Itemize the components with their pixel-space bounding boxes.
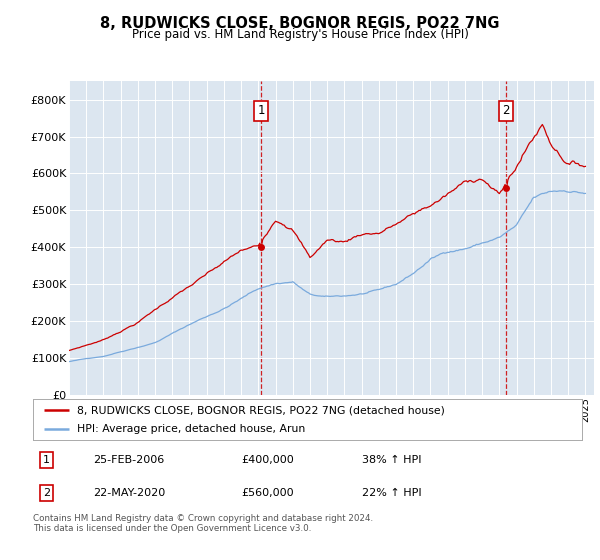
Text: £400,000: £400,000 bbox=[242, 455, 295, 465]
Text: 2: 2 bbox=[43, 488, 50, 498]
Text: 1: 1 bbox=[43, 455, 50, 465]
Text: 38% ↑ HPI: 38% ↑ HPI bbox=[362, 455, 422, 465]
Text: 8, RUDWICKS CLOSE, BOGNOR REGIS, PO22 7NG (detached house): 8, RUDWICKS CLOSE, BOGNOR REGIS, PO22 7N… bbox=[77, 405, 445, 415]
Text: Contains HM Land Registry data © Crown copyright and database right 2024.
This d: Contains HM Land Registry data © Crown c… bbox=[33, 514, 373, 534]
Text: HPI: Average price, detached house, Arun: HPI: Average price, detached house, Arun bbox=[77, 424, 305, 433]
Text: 2: 2 bbox=[502, 104, 509, 117]
Text: 1: 1 bbox=[257, 104, 265, 117]
Text: 22-MAY-2020: 22-MAY-2020 bbox=[94, 488, 166, 498]
Text: £560,000: £560,000 bbox=[242, 488, 294, 498]
Text: Price paid vs. HM Land Registry's House Price Index (HPI): Price paid vs. HM Land Registry's House … bbox=[131, 28, 469, 41]
Text: 8, RUDWICKS CLOSE, BOGNOR REGIS, PO22 7NG: 8, RUDWICKS CLOSE, BOGNOR REGIS, PO22 7N… bbox=[100, 16, 500, 31]
Text: 25-FEB-2006: 25-FEB-2006 bbox=[94, 455, 164, 465]
Text: 22% ↑ HPI: 22% ↑ HPI bbox=[362, 488, 422, 498]
